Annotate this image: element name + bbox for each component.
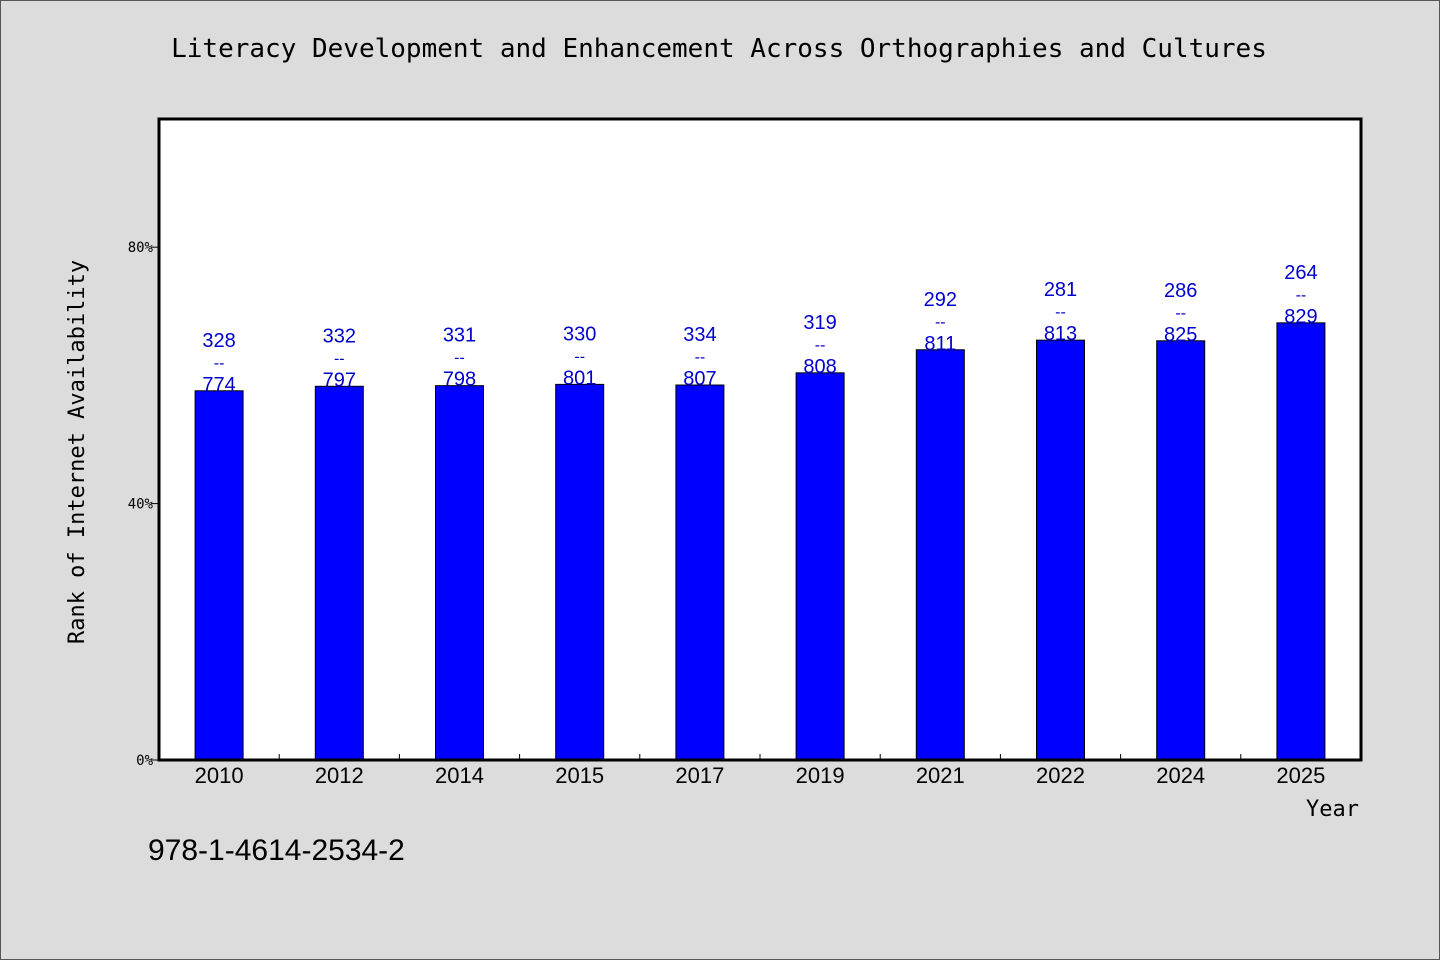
bar-label-bottom-2012: 797	[323, 369, 356, 391]
y-tick-label-80: 80%	[128, 240, 154, 256]
bar-label-separator-2021: --	[935, 314, 946, 331]
bar-label-separator-2012: --	[334, 350, 345, 367]
ticks-layer: 2010 2012 2014 2015 2017 2019 2021 2022 2024 2025…	[128, 240, 1326, 788]
bar-2022	[1036, 339, 1085, 761]
y-tick-label-0: 0%	[136, 753, 153, 769]
bar-label-separator-2015: --	[574, 348, 585, 365]
bar-2024	[1156, 340, 1206, 761]
bar-label-separator-2025: --	[1296, 287, 1307, 304]
bar-label-top-2022: 281	[1044, 279, 1077, 301]
bar-label-bottom-2015: 801	[563, 367, 596, 389]
bar-2021	[915, 349, 965, 761]
bar-label-top-2017: 334	[683, 324, 716, 346]
bar-label-top-2025: 264	[1284, 262, 1317, 284]
bar-label-bottom-2021: 811	[924, 333, 956, 355]
x-tick-label-2021: 2021	[916, 763, 965, 788]
bar-label-top-2012: 332	[323, 325, 356, 347]
bar-2019	[795, 372, 845, 761]
x-tick-label-2012: 2012	[315, 763, 364, 788]
bar-label-bottom-2017: 807	[683, 368, 716, 390]
bar-label-bottom-2014: 798	[443, 369, 476, 391]
bar-label-bottom-2024: 825	[1164, 324, 1197, 346]
bar-label-separator-2024: --	[1175, 305, 1186, 322]
bar-label-bottom-2010: 774	[202, 374, 235, 396]
bar-2010	[194, 390, 244, 761]
x-tick-label-2010: 2010	[195, 763, 244, 788]
bar-2017	[675, 384, 725, 761]
x-tick-label-2025: 2025	[1276, 763, 1325, 788]
bar-label-top-2024: 286	[1164, 280, 1197, 302]
x-axis-label: Year	[1306, 797, 1359, 822]
bar-label-top-2014: 331	[443, 325, 476, 347]
bar-label-bottom-2022: 813	[1044, 323, 1077, 345]
chart-title: Literacy Development and Enhancement Acr…	[171, 34, 1267, 64]
bar-label-top-2019: 319	[803, 312, 836, 334]
x-tick-label-2014: 2014	[435, 763, 484, 788]
bar-2025	[1276, 322, 1326, 761]
bar-label-bottom-2025: 829	[1284, 306, 1317, 328]
x-tick-label-2024: 2024	[1156, 763, 1205, 788]
bars-layer	[194, 322, 1326, 761]
bar-label-bottom-2019: 808	[803, 356, 836, 378]
bar-labels-layer: 328 -- 774 332 -- 797 331 -- 798 330 -- 801 334 -- 807…	[202, 262, 1317, 396]
bar-label-separator-2022: --	[1055, 304, 1066, 321]
isbn-text: 978-1-4614-2534-2	[148, 834, 405, 867]
plot-border	[157, 117, 1363, 762]
bar-2014	[435, 385, 484, 761]
y-tick-label-40: 40%	[128, 497, 154, 513]
bar-label-separator-2017: --	[695, 349, 706, 366]
x-tick-label-2019: 2019	[796, 763, 845, 788]
bar-label-top-2010: 328	[202, 330, 235, 352]
bar-label-separator-2014: --	[454, 350, 465, 367]
bar-label-top-2021: 292	[924, 289, 957, 311]
x-tick-label-2017: 2017	[675, 763, 724, 788]
y-axis-label: Rank of Internet Availability	[65, 260, 90, 644]
bar-2012	[314, 385, 364, 761]
x-tick-label-2022: 2022	[1036, 763, 1085, 788]
x-tick-label-2015: 2015	[555, 763, 604, 788]
bar-2015	[555, 383, 605, 761]
bar-label-separator-2019: --	[815, 337, 826, 354]
bar-label-separator-2010: --	[214, 355, 225, 372]
bar-label-top-2015: 330	[563, 323, 596, 345]
